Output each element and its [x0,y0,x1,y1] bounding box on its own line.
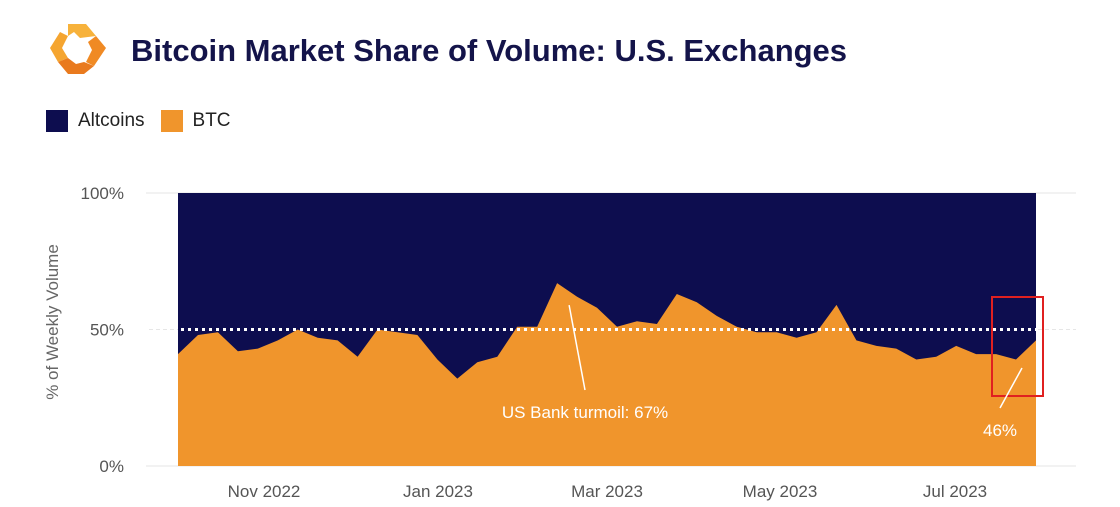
legend: Altcoins BTC [46,110,247,132]
x-tick-label: May 2023 [743,482,818,501]
annotation-bank-turmoil: US Bank turmoil: 67% [502,403,668,422]
highlight-box [991,296,1044,397]
chart-title: Bitcoin Market Share of Volume: U.S. Exc… [131,33,848,68]
legend-label-altcoins: Altcoins [78,110,145,131]
x-tick-label: Mar 2023 [571,482,643,501]
logo-icon [50,24,106,74]
legend-item-btc: BTC [160,110,231,132]
y-tick-label: 0% [99,457,124,476]
x-tick-label: Jul 2023 [923,482,987,501]
legend-label-btc: BTC [192,110,231,131]
legend-swatch-altcoins [46,110,68,132]
annotation-pointer [999,367,1023,409]
x-tick-label: Jan 2023 [403,482,473,501]
legend-item-altcoins: Altcoins [46,110,145,132]
x-tick-label: Nov 2022 [228,482,301,501]
series-area-btc [178,283,1036,466]
legend-swatch-btc [160,110,183,132]
y-axis-label: % of Weekly Volume [43,244,62,400]
annotation-latest-value: 46% [983,421,1017,440]
y-tick-label: 100% [81,184,124,203]
annotation-pointer [568,304,586,391]
y-tick-label: 50% [90,321,124,340]
